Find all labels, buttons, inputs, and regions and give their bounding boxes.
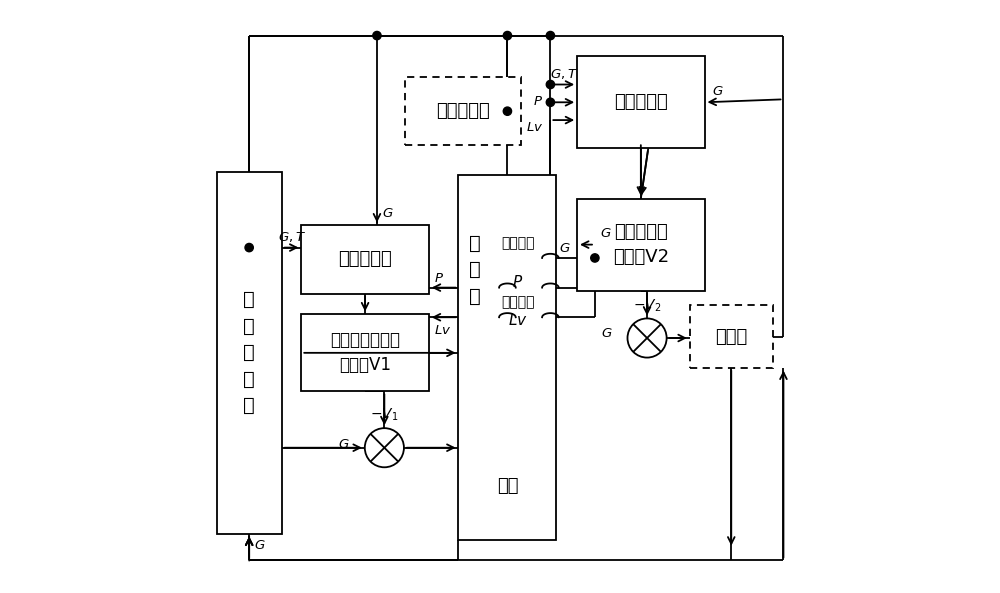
Circle shape [503,31,512,40]
Text: $G$: $G$ [712,85,723,98]
FancyBboxPatch shape [217,172,282,534]
Circle shape [546,31,555,40]
Text: $P$: $P$ [434,272,444,285]
Text: 液位计算器: 液位计算器 [614,93,668,111]
Text: $-V_1$: $-V_1$ [370,407,399,423]
Text: 壳侧压力: 壳侧压力 [501,236,535,250]
Text: $G,T$: $G,T$ [550,67,578,81]
Circle shape [546,98,555,107]
Circle shape [591,254,599,262]
Text: $G$: $G$ [601,327,613,340]
Text: $Lv$: $Lv$ [434,324,451,337]
Text: $G$: $G$ [382,207,393,220]
Text: $P$: $P$ [533,95,543,107]
Circle shape [365,428,404,467]
Text: 热井液位: 热井液位 [501,295,535,310]
Text: $P$: $P$ [512,274,523,289]
Text: $G$: $G$ [254,539,266,552]
Text: 凝结水出口
调节阀V2: 凝结水出口 调节阀V2 [613,223,669,266]
FancyBboxPatch shape [577,199,705,291]
Text: $Lv$: $Lv$ [508,313,528,328]
Text: 循
环
冷
却
水: 循 环 冷 却 水 [243,291,255,415]
Text: $G$: $G$ [600,228,611,240]
FancyBboxPatch shape [301,225,429,294]
Text: 循环冷却水进口
调节阀V1: 循环冷却水进口 调节阀V1 [330,331,400,374]
Text: 凝结水: 凝结水 [715,327,747,346]
FancyBboxPatch shape [577,56,705,148]
Text: $G$: $G$ [559,242,571,255]
Text: 管侧: 管侧 [497,477,518,495]
FancyBboxPatch shape [405,77,521,145]
Text: 压力计算器: 压力计算器 [338,250,392,269]
Text: 冷
凝
器: 冷 凝 器 [469,234,480,306]
Circle shape [627,318,667,358]
FancyBboxPatch shape [301,314,429,391]
Text: $G,T$: $G,T$ [278,230,306,244]
Circle shape [546,81,555,89]
Text: 汽轮机排汽: 汽轮机排汽 [436,102,490,120]
FancyBboxPatch shape [690,305,773,368]
FancyBboxPatch shape [458,175,556,540]
Text: $G$: $G$ [338,438,350,451]
Circle shape [373,31,381,40]
Circle shape [245,243,253,251]
Text: $Lv$: $Lv$ [526,122,543,134]
Circle shape [503,107,512,115]
Text: $-V_2$: $-V_2$ [633,297,661,314]
